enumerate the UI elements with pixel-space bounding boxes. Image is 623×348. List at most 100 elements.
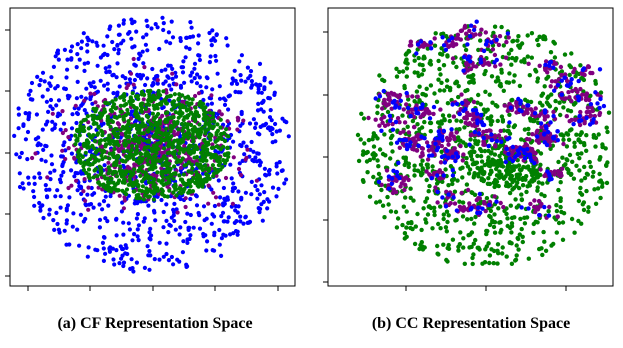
scatter-point [121, 149, 126, 154]
scatter-point [95, 132, 100, 137]
scatter-point [470, 145, 475, 150]
scatter-point [188, 20, 193, 25]
scatter-point [407, 143, 412, 149]
scatter-point [604, 125, 609, 130]
scatter-point [225, 152, 230, 157]
scatter-point [236, 189, 241, 194]
scatter-point [520, 234, 525, 239]
scatter-point [402, 162, 407, 168]
scatter-point [473, 237, 478, 243]
scatter-point [219, 236, 224, 241]
scatter-point [385, 109, 391, 115]
scatter-point [239, 109, 244, 115]
scatter-point [394, 66, 399, 72]
scatter-point [217, 135, 222, 140]
scatter-point [509, 47, 514, 53]
scatter-point [576, 198, 582, 204]
scatter-point [409, 43, 414, 48]
scatter-point [137, 51, 142, 56]
scatter-point [472, 160, 477, 165]
scatter-point [415, 168, 421, 173]
scatter-point [446, 183, 451, 188]
scatter-point [555, 83, 561, 88]
scatter-point [267, 115, 273, 120]
scatter-point [379, 182, 384, 187]
scatter-point [86, 37, 91, 42]
scatter-point [537, 246, 542, 252]
scatter-point [549, 79, 555, 84]
scatter-point [468, 59, 473, 64]
scatter-point [198, 165, 203, 170]
scatter-point [269, 125, 274, 130]
scatter-point [205, 140, 211, 145]
scatter-point [417, 84, 422, 89]
scatter-point [140, 179, 145, 184]
scatter-point [495, 104, 500, 109]
scatter-point [184, 262, 189, 267]
scatter-point [38, 175, 43, 180]
scatter-point [230, 201, 235, 206]
scatter-point [168, 93, 173, 98]
scatter-point [454, 42, 459, 47]
scatter-point [123, 113, 128, 118]
scatter-point [119, 174, 124, 179]
scatter-point [466, 171, 472, 176]
scatter-point [464, 31, 469, 36]
scatter-point [209, 43, 214, 48]
scatter-point [23, 111, 28, 116]
scatter-point [231, 231, 236, 236]
scatter-point [387, 113, 393, 119]
scatter-point [253, 155, 258, 160]
scatter-point [83, 117, 88, 122]
scatter-point [38, 78, 43, 83]
scatter-point [493, 143, 498, 148]
scatter-point [413, 224, 418, 229]
scatter-point [201, 171, 206, 176]
scatter-point [506, 151, 511, 156]
scatter-point [238, 90, 243, 95]
scatter-point [133, 123, 138, 128]
scatter-point [201, 144, 206, 149]
scatter-point [155, 95, 161, 100]
scatter-point [261, 99, 266, 105]
scatter-point [216, 169, 221, 174]
scatter-point [367, 194, 373, 199]
scatter-point [157, 46, 162, 52]
scatter-point [450, 154, 455, 159]
scatter-point [221, 219, 226, 224]
scatter-point [137, 140, 142, 145]
scatter-point [414, 89, 420, 94]
scatter-point [238, 214, 243, 219]
scatter-point [496, 183, 501, 189]
scatter-point [111, 129, 116, 134]
scatter-point [206, 201, 211, 206]
scatter-point [558, 112, 563, 118]
scatter-point [181, 239, 186, 244]
scatter-point [565, 108, 571, 113]
scatter-point [425, 212, 431, 217]
scatter-point [192, 117, 198, 123]
scatter-point [183, 204, 188, 210]
scatter-point [488, 122, 494, 127]
scatter-point [143, 145, 148, 150]
scatter-point [219, 253, 224, 258]
scatter-point [412, 173, 417, 178]
scatter-point [400, 69, 406, 74]
scatter-point [387, 118, 393, 124]
scatter-point [144, 174, 149, 179]
scatter-point [145, 139, 150, 144]
scatter-point [404, 225, 409, 230]
scatter-point [95, 116, 100, 121]
scatter-point [145, 76, 150, 81]
scatter-point [96, 180, 101, 185]
scatter-point [85, 192, 90, 197]
scatter-point [560, 155, 565, 160]
scatter-point [186, 225, 191, 230]
scatter-point [518, 146, 523, 151]
scatter-point [186, 130, 191, 135]
scatter-point [161, 169, 166, 174]
scatter-point [376, 164, 381, 169]
scatter-point [73, 133, 78, 138]
scatter-point [128, 71, 134, 76]
scatter-point [460, 158, 465, 163]
